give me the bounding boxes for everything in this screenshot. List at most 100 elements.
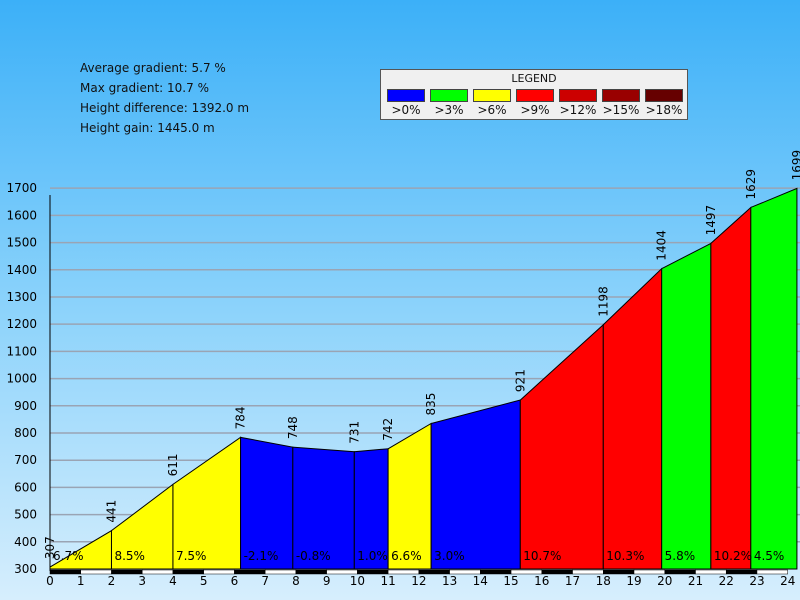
x-tick-label: 6 xyxy=(231,574,239,588)
legend-label: >6% xyxy=(477,103,507,117)
x-tick-label: 9 xyxy=(323,574,331,588)
legend-label: >15% xyxy=(602,103,640,117)
height-gain-text: Height gain: 1445.0 m xyxy=(80,121,215,135)
elevation-label: 1404 xyxy=(655,230,669,261)
elevation-label: 835 xyxy=(424,393,438,416)
x-tick-label: 17 xyxy=(565,574,580,588)
y-tick-label: 1100 xyxy=(6,344,37,358)
legend-label: >0% xyxy=(391,103,421,117)
x-tick-label: 21 xyxy=(688,574,703,588)
y-tick-label: 1000 xyxy=(6,372,37,386)
x-tick-label: 19 xyxy=(626,574,641,588)
elevation-label: 441 xyxy=(104,500,118,523)
segment-gradient-label: 3.0% xyxy=(434,549,465,563)
legend-swatch xyxy=(645,89,683,102)
y-tick-label: 1500 xyxy=(6,236,37,250)
x-tick-label: 4 xyxy=(169,574,177,588)
segment-gradient-label: 8.5% xyxy=(114,549,144,563)
legend-swatch xyxy=(559,89,597,102)
x-tick-label: 23 xyxy=(749,574,764,588)
x-tick-label: 0 xyxy=(46,574,54,588)
segment-gradient-label: 6.6% xyxy=(391,549,422,563)
profile-segment xyxy=(602,267,663,570)
route-statistics: Average gradient: 5.7 % Max gradient: 10… xyxy=(80,58,249,138)
elevation-label: 1699 xyxy=(790,150,800,181)
legend-item: >6% xyxy=(473,89,511,117)
legend-item: >0% xyxy=(387,89,425,117)
x-tick-label: 12 xyxy=(411,574,426,588)
legend-label: >3% xyxy=(434,103,464,117)
profile-segment xyxy=(750,187,798,570)
legend-swatch xyxy=(430,89,468,102)
legend-item: >18% xyxy=(645,89,683,117)
legend-swatch xyxy=(387,89,425,102)
x-tick-label: 10 xyxy=(350,574,365,588)
segment-gradient-label: -2.1% xyxy=(244,549,279,563)
average-gradient-text: Average gradient: 5.7 % xyxy=(80,61,226,75)
max-gradient-text: Max gradient: 10.7 % xyxy=(80,81,209,95)
elevation-label: 1497 xyxy=(704,205,718,236)
height-difference-text: Height difference: 1392.0 m xyxy=(80,101,250,115)
segment-gradient-label: 4.5% xyxy=(754,549,785,563)
legend-title: LEGEND xyxy=(511,72,557,85)
x-tick-label: 20 xyxy=(657,574,672,588)
x-tick-label: 11 xyxy=(380,574,395,588)
y-tick-label: 300 xyxy=(14,562,37,576)
legend-item: >9% xyxy=(516,89,554,117)
y-tick-label: 900 xyxy=(14,399,37,413)
x-tick-label: 15 xyxy=(503,574,518,588)
elevation-label: 1629 xyxy=(744,169,758,200)
y-tick-label: 1700 xyxy=(6,181,37,195)
legend-swatch xyxy=(473,89,511,102)
segment-gradient-label: 7.5% xyxy=(176,549,207,563)
elevation-label: 784 xyxy=(234,406,248,429)
y-tick-label: 1600 xyxy=(6,208,37,222)
elevation-label: 748 xyxy=(286,416,300,439)
gradient-legend: LEGEND >0% >3% >6% >9% >12% >15% >18% xyxy=(380,69,688,120)
legend-label: >12% xyxy=(559,103,597,117)
x-tick-label: 3 xyxy=(138,574,146,588)
profile-segment xyxy=(430,399,521,570)
x-tick-label: 14 xyxy=(473,574,488,588)
legend-label: >9% xyxy=(520,103,550,117)
segment-gradient-label: -0.8% xyxy=(296,549,331,563)
elevation-label: 742 xyxy=(381,418,395,441)
elevation-label: 611 xyxy=(166,453,180,476)
segment-gradient-label: 6.7% xyxy=(53,549,84,563)
x-tick-label: 1 xyxy=(77,574,85,588)
x-tick-label: 16 xyxy=(534,574,549,588)
legend-item: >12% xyxy=(559,89,597,117)
legend-swatch xyxy=(516,89,554,102)
profile-segment xyxy=(387,422,432,570)
x-tick-label: 24 xyxy=(780,574,795,588)
y-tick-label: 600 xyxy=(14,480,37,494)
x-tick-label: 22 xyxy=(719,574,734,588)
legend-swatch xyxy=(602,89,640,102)
y-tick-label: 700 xyxy=(14,453,37,467)
y-tick-label: 1300 xyxy=(6,290,37,304)
elevation-label: 1198 xyxy=(596,286,610,317)
y-tick-label: 800 xyxy=(14,426,37,440)
x-tick-label: 5 xyxy=(200,574,208,588)
x-tick-label: 18 xyxy=(596,574,611,588)
y-tick-label: 1200 xyxy=(6,317,37,331)
profile-segment xyxy=(710,206,752,570)
x-tick-label: 7 xyxy=(261,574,269,588)
profile-segment xyxy=(661,242,712,570)
x-tick-label: 2 xyxy=(108,574,116,588)
segment-gradient-label: 10.2% xyxy=(714,549,752,563)
segment-gradient-label: 1.0% xyxy=(357,549,388,563)
x-tick-label: 13 xyxy=(442,574,457,588)
y-tick-label: 400 xyxy=(14,535,37,549)
segment-gradient-label: 10.3% xyxy=(606,549,644,563)
legend-label: >18% xyxy=(645,103,683,117)
y-tick-label: 1400 xyxy=(6,263,37,277)
legend-item: >3% xyxy=(430,89,468,117)
elevation-label: 731 xyxy=(347,421,361,444)
elevation-label: 921 xyxy=(513,369,527,392)
segment-gradient-label: 5.8% xyxy=(665,549,696,563)
profile-segment xyxy=(519,323,604,570)
segment-gradient-label: 10.7% xyxy=(523,549,561,563)
x-tick-label: 8 xyxy=(292,574,300,588)
